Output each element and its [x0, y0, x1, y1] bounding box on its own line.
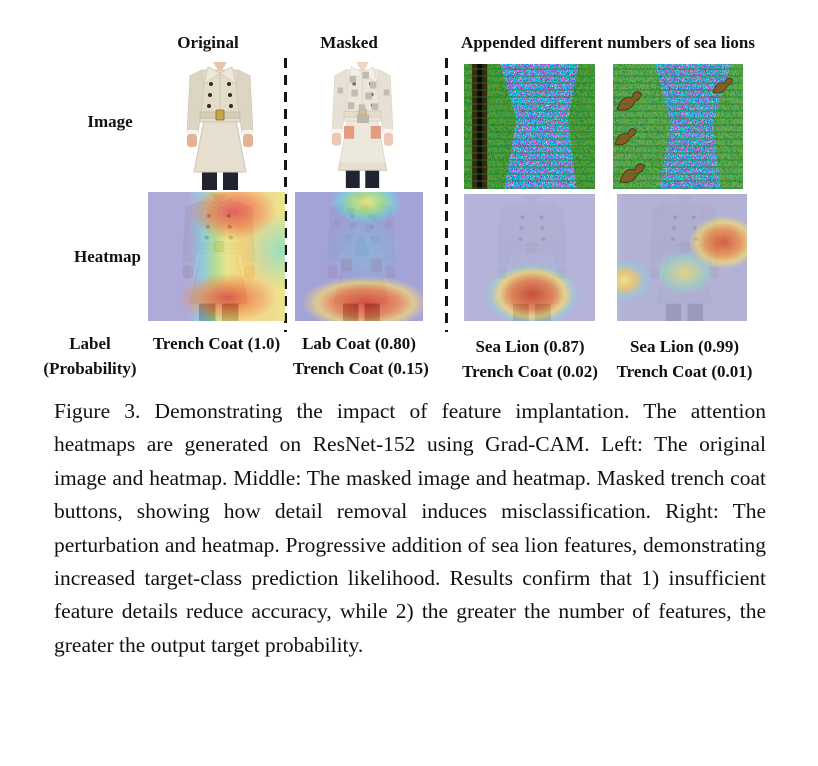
sea-lion-heatmap-2 — [617, 194, 747, 321]
prediction-label: Trench Coat (1.0) — [152, 334, 281, 353]
sea-lion-heatmap-1 — [464, 194, 595, 321]
prediction-label: Sea Lion (0.87) — [475, 337, 585, 356]
row-label-probability-line1: Label — [69, 334, 111, 353]
row-label-probability: Label (Probability) — [15, 331, 165, 381]
original-prediction: Trench Coat (1.0) — [148, 331, 285, 356]
sea-lion-image-2 — [613, 64, 743, 189]
sea-lion-heatmap-1-overlay — [464, 194, 595, 321]
prediction-label: Sea Lion (0.99) — [629, 337, 740, 356]
row-label-probability-line2: (Probability) — [43, 359, 137, 378]
masked-prediction: Lab Coat (0.80) Trench Coat (0.15) — [293, 331, 429, 381]
prediction-label: Trench Coat (0.02) — [462, 362, 598, 381]
masked-image — [307, 60, 418, 188]
prediction-label: Trench Coat (0.01) — [616, 362, 753, 381]
green-banding — [464, 64, 595, 189]
sea-lion-prediction-1: Sea Lion (0.87) Trench Coat (0.02) — [460, 334, 600, 384]
dashed-separator-1 — [284, 58, 287, 332]
row-label-image: Image — [87, 112, 133, 131]
original-image — [160, 60, 280, 190]
sea-lion-heatmap-2-overlay — [617, 194, 747, 321]
column-header-appended: Appended different numbers of sea lions — [461, 33, 755, 52]
prediction-label: Lab Coat (0.80) — [302, 334, 416, 353]
dashed-separator-2 — [445, 58, 448, 332]
masked-heatmap — [295, 192, 423, 321]
sea-lion-prediction-2: Sea Lion (0.99) Trench Coat (0.01) — [612, 334, 757, 384]
sea-lion-image-1 — [464, 64, 595, 189]
masked-heatmap-overlay — [295, 192, 423, 321]
column-header-masked: Masked — [320, 33, 378, 52]
prediction-label: Trench Coat (0.15) — [293, 359, 429, 378]
green-banding — [613, 64, 743, 189]
original-heatmap — [148, 192, 285, 321]
row-label-heatmap: Heatmap — [73, 247, 142, 266]
figure-caption: Figure 3. Demonstrating the impact of fe… — [54, 399, 766, 657]
original-heatmap-overlay — [148, 192, 285, 321]
column-header-original: Original — [177, 33, 239, 52]
